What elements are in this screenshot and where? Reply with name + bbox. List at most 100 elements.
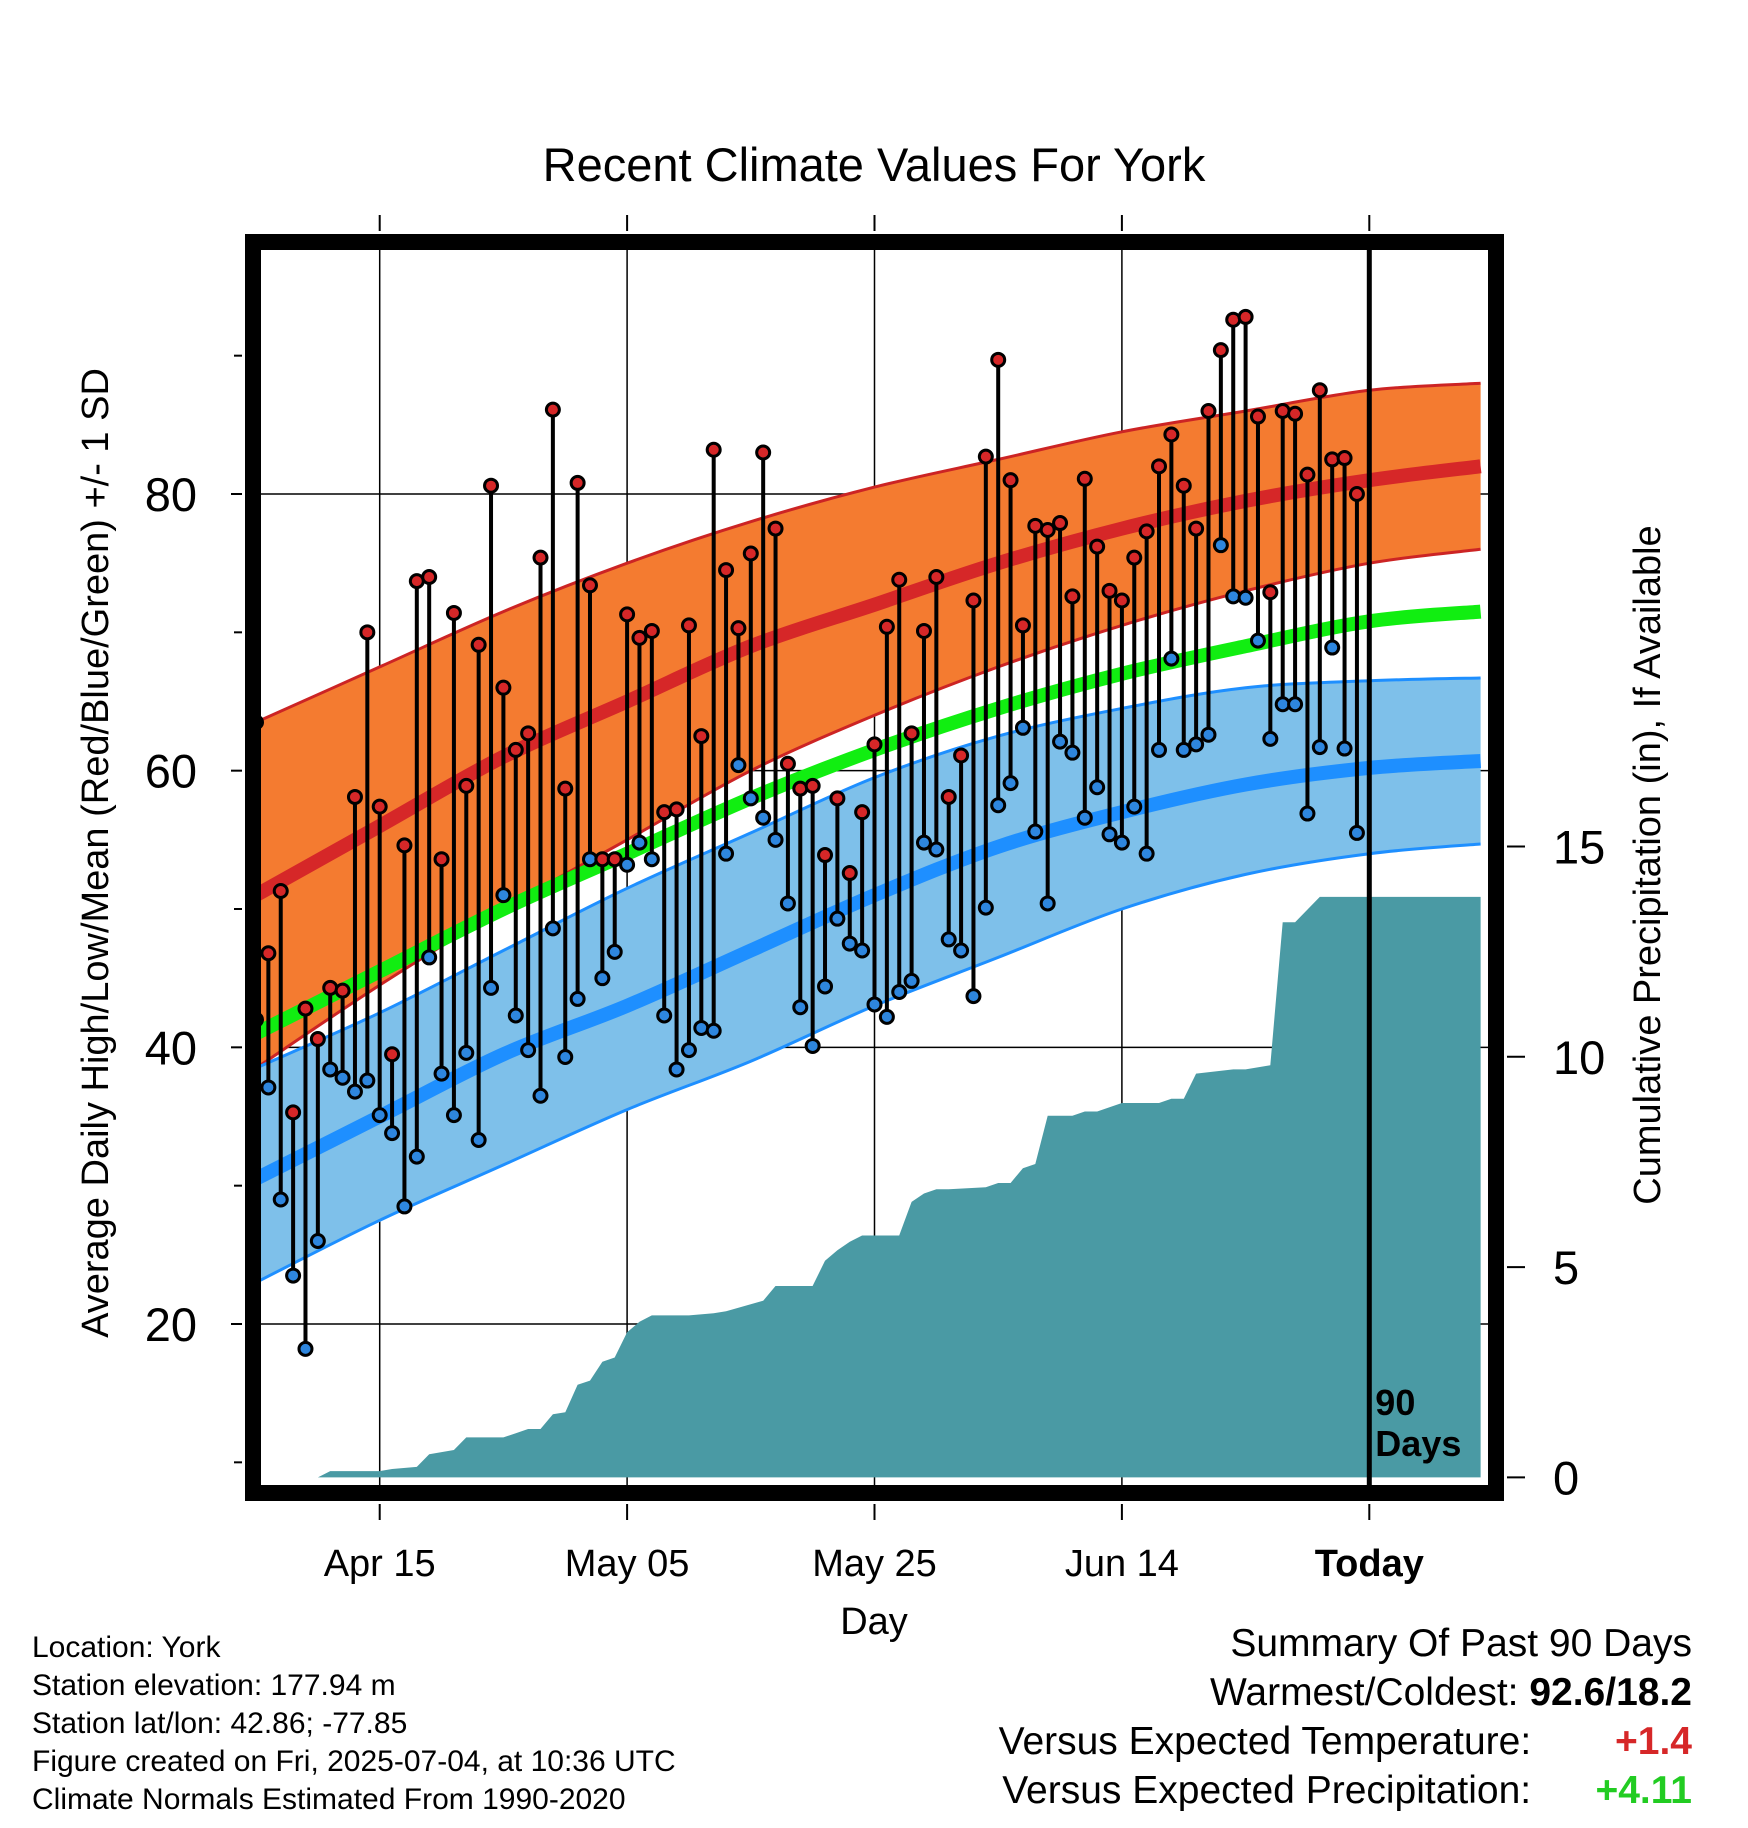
low-point-39 <box>730 757 747 774</box>
elevation-text: Station elevation: 177.94 m <box>32 1669 396 1702</box>
low-point-49 <box>854 942 871 959</box>
low-point-47 <box>829 910 846 927</box>
high-point-10 <box>371 798 388 815</box>
high-point-14 <box>421 569 438 585</box>
high-point-50 <box>866 736 883 753</box>
warm-cold-value: 92.6/18.2 <box>1529 1671 1692 1714</box>
latlon-text: Station lat/lon: 42.86; -77.85 <box>32 1707 408 1740</box>
low-point-55 <box>928 841 945 858</box>
low-point-17 <box>458 1044 475 1061</box>
y-axis-label: Average Daily High/Low/Mean (Red/Blue/Gr… <box>75 368 117 1338</box>
high-point-17 <box>458 777 475 794</box>
high-point-2 <box>272 883 289 900</box>
low-point-8 <box>346 1083 363 1100</box>
high-point-31 <box>631 629 648 646</box>
high-point-18 <box>470 636 487 653</box>
low-point-87 <box>1324 639 1341 656</box>
high-point-24 <box>544 401 561 418</box>
high-point-4 <box>297 1000 314 1017</box>
high-point-12 <box>396 837 413 854</box>
low-point-45 <box>804 1037 821 1054</box>
high-point-88 <box>1336 450 1353 467</box>
low-point-81 <box>1249 632 1266 649</box>
y2-axis-label: Cumulative Precipitation (in), If Availa… <box>1627 525 1669 1204</box>
low-point-21 <box>507 1007 524 1024</box>
high-point-85 <box>1299 466 1316 483</box>
low-point-18 <box>470 1132 487 1149</box>
high-point-56 <box>940 788 957 805</box>
high-point-49 <box>854 804 871 821</box>
low-point-41 <box>755 809 772 826</box>
high-point-35 <box>680 617 697 634</box>
high-point-45 <box>804 777 821 794</box>
high-point-19 <box>483 477 500 494</box>
low-point-43 <box>779 895 796 912</box>
high-point-51 <box>878 618 895 635</box>
high-point-23 <box>532 549 549 566</box>
low-point-84 <box>1287 696 1304 713</box>
today-label-days-word: Days <box>1375 1423 1461 1464</box>
high-normal-band <box>256 383 1481 1069</box>
y2-tick-label-0: 0 <box>1553 1451 1579 1504</box>
high-point-7 <box>334 982 351 999</box>
low-point-80 <box>1237 589 1254 606</box>
low-point-33 <box>656 1007 673 1024</box>
high-point-33 <box>656 804 673 821</box>
low-point-67 <box>1076 809 1093 826</box>
low-point-86 <box>1311 739 1328 756</box>
high-point-27 <box>581 577 598 594</box>
high-point-22 <box>520 725 537 742</box>
high-point-37 <box>705 441 722 458</box>
high-point-70 <box>1113 592 1130 609</box>
high-point-15 <box>433 851 450 868</box>
temp-label: Versus Expected Temperature: <box>998 1720 1532 1763</box>
high-point-9 <box>359 624 376 641</box>
low-point-53 <box>903 972 920 989</box>
high-point-8 <box>346 788 363 805</box>
high-point-55 <box>928 569 945 585</box>
high-point-60 <box>990 351 1007 368</box>
today-label-days-count: 90 <box>1375 1382 1415 1423</box>
low-point-38 <box>718 845 735 862</box>
high-point-5 <box>309 1031 326 1048</box>
high-point-34 <box>668 801 685 818</box>
precip-label: Versus Expected Precipitation: <box>1002 1769 1532 1812</box>
low-point-59 <box>977 899 994 916</box>
low-point-69 <box>1101 826 1118 843</box>
high-point-42 <box>767 520 784 537</box>
low-point-51 <box>878 1008 895 1025</box>
low-point-37 <box>705 1022 722 1039</box>
low-point-50 <box>866 996 883 1013</box>
high-point-84 <box>1287 405 1304 422</box>
high-point-39 <box>730 620 747 637</box>
y-tick-label-40: 40 <box>145 1021 197 1074</box>
high-point-41 <box>755 444 772 461</box>
low-point-48 <box>841 935 858 952</box>
high-point-78 <box>1212 342 1229 359</box>
high-point-40 <box>742 545 759 562</box>
low-point-82 <box>1262 730 1279 747</box>
low-point-76 <box>1188 736 1205 753</box>
high-point-29 <box>606 851 623 868</box>
y-tick-label-20: 20 <box>145 1298 197 1351</box>
low-point-12 <box>396 1198 413 1215</box>
y2-tick-label-5: 5 <box>1553 1241 1579 1294</box>
low-point-85 <box>1299 805 1316 822</box>
low-point-23 <box>532 1087 549 1104</box>
high-point-54 <box>915 622 932 639</box>
normals-text: Climate Normals Estimated From 1990-2020 <box>32 1783 626 1816</box>
low-point-58 <box>965 988 982 1005</box>
low-point-7 <box>334 1069 351 1086</box>
high-point-77 <box>1200 403 1217 419</box>
high-point-43 <box>779 755 796 772</box>
low-point-24 <box>544 920 561 937</box>
high-point-72 <box>1138 523 1155 540</box>
low-point-22 <box>520 1042 537 1059</box>
high-point-11 <box>384 1046 401 1063</box>
x-tick-label-1: May 05 <box>565 1543 690 1585</box>
low-point-28 <box>594 970 611 987</box>
high-point-1 <box>260 945 277 962</box>
high-point-48 <box>841 865 858 882</box>
low-point-44 <box>792 999 809 1016</box>
low-point-25 <box>557 1049 574 1066</box>
